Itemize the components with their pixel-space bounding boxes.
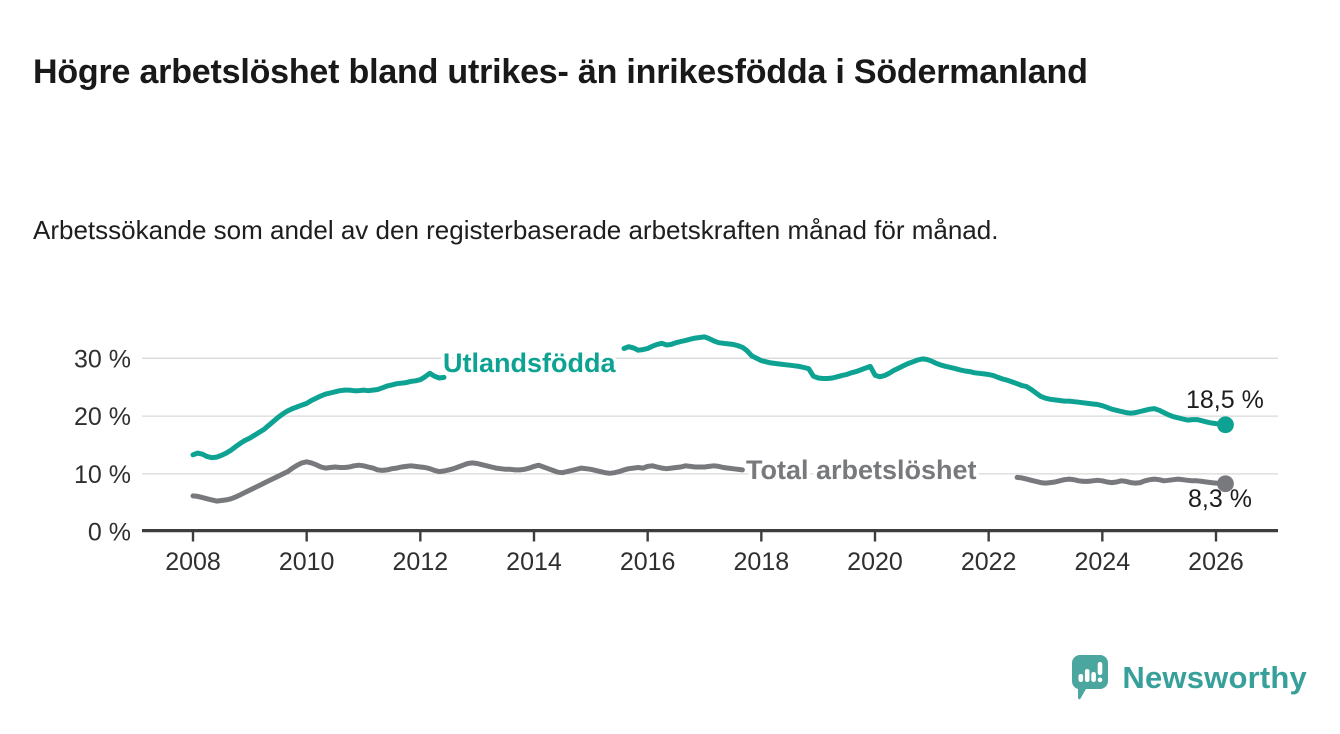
y-tick-label-20: 20 %: [74, 403, 131, 431]
utlandsfodda-end-dot: [1217, 416, 1234, 434]
x-tick-label-2020: 2020: [847, 548, 903, 576]
y-tick-label-30: 30 %: [74, 345, 131, 373]
x-tick-label-2022: 2022: [961, 548, 1017, 576]
utlandsfodda-series-label: Utlandsfödda: [443, 348, 616, 378]
x-tick-label-2008: 2008: [165, 548, 221, 576]
newsworthy-logo[interactable]: Newsworthy: [1071, 654, 1307, 701]
x-tick-label-2010: 2010: [279, 548, 335, 576]
page-title: Högre arbetslöshet bland utrikes- än inr…: [33, 52, 1088, 91]
total-end-dot: [1217, 475, 1234, 493]
x-tick-label-2012: 2012: [393, 548, 449, 576]
x-tick-label-2026: 2026: [1188, 548, 1244, 576]
page-subtitle: Arbetssökande som andel av den registerb…: [33, 215, 999, 245]
utlandsfodda-value-label: 18,5 %: [1186, 386, 1264, 414]
x-tick-label-2014: 2014: [506, 548, 562, 576]
x-tick-label-2024: 2024: [1075, 548, 1131, 576]
total-series-label: Total arbetslöshet: [746, 455, 977, 485]
x-tick-label-2016: 2016: [620, 548, 676, 576]
utlandsfodda-line: [190, 334, 1228, 461]
newsworthy-logo-icon: [1071, 654, 1109, 701]
y-tick-label-0: 0 %: [88, 519, 131, 547]
x-tick-label-2018: 2018: [734, 548, 790, 576]
total-value-label: 8,3 %: [1188, 485, 1252, 513]
total-line: [190, 459, 1228, 504]
newsworthy-logo-text: Newsworthy: [1122, 659, 1307, 695]
y-tick-label-10: 10 %: [74, 461, 131, 489]
